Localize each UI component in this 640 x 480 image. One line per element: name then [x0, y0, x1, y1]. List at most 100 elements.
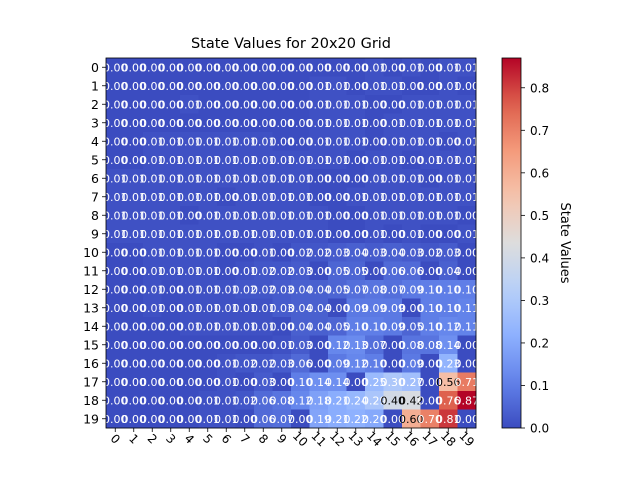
- cell-value-label: 0.01: [159, 209, 184, 222]
- heatmap-cell: [106, 261, 125, 281]
- heatmap-cell: [161, 261, 181, 281]
- cell-value-label: 0.01: [418, 98, 443, 111]
- cell-value-label: 0.00: [103, 376, 128, 389]
- heatmap-cell: [383, 317, 403, 336]
- heatmap-cell: [254, 335, 273, 355]
- heatmap-cell: [124, 280, 144, 299]
- heatmap-cell: [198, 187, 218, 207]
- heatmap-cell: [254, 354, 273, 373]
- heatmap-cell: [402, 335, 421, 355]
- cell-value-label: 0.08: [270, 394, 295, 407]
- heatmap-cell: [124, 391, 144, 410]
- heatmap-cell: [346, 150, 366, 170]
- heatmap-cell: [106, 132, 125, 151]
- cell-value-label: 0.00: [177, 357, 202, 370]
- cell-value-label: 0.00: [103, 320, 128, 333]
- cell-value-label: 0.20: [362, 413, 387, 426]
- cell-value-label: 0.01: [251, 246, 276, 259]
- heatmap-cell: [180, 335, 199, 355]
- heatmap-cell: [365, 113, 384, 133]
- cell-value-label: 0.00: [307, 191, 332, 204]
- cell-value-label: 0.10: [418, 320, 443, 333]
- cell-value-label: 0.10: [455, 283, 480, 296]
- heatmap-cell: [309, 317, 329, 336]
- cell-value-label: 0.27: [399, 376, 424, 389]
- cell-value-label: 0.00: [251, 339, 276, 352]
- heatmap-cell: [161, 58, 181, 77]
- y-tick-label: 11: [83, 263, 99, 278]
- cell-value-label: 0.00: [288, 117, 313, 130]
- cell-value-label: 0.01: [103, 228, 128, 241]
- heatmap-cell: [106, 224, 125, 244]
- cell-value-label: 0.01: [344, 135, 369, 148]
- cell-value-label: 0.01: [399, 117, 424, 130]
- cell-value-label: 0.00: [122, 376, 147, 389]
- heatmap-cell: [402, 372, 421, 392]
- cell-value-label: 0.01: [436, 61, 461, 74]
- cell-value-label: 0.00: [362, 98, 387, 111]
- cell-value-label: 0.00: [159, 98, 184, 111]
- cell-value-label: 0.01: [251, 320, 276, 333]
- cell-value-label: 0.00: [233, 80, 258, 93]
- cell-value-label: 0.01: [455, 61, 480, 74]
- cell-value-label: 0.01: [214, 172, 239, 185]
- cell-value-label: 0.01: [399, 228, 424, 241]
- colorbar-tick-label: 0.0: [530, 422, 549, 436]
- heatmap-cell: [254, 76, 273, 96]
- cell-value-label: 0.06: [288, 357, 313, 370]
- cell-value-label: 0.01: [455, 98, 480, 111]
- cell-value-label: 0.01: [251, 228, 276, 241]
- colorbar-gradient: [501, 57, 522, 429]
- heatmap-cell: [235, 150, 255, 170]
- cell-value-label: 0.01: [177, 154, 202, 167]
- y-tick-label: 3: [91, 115, 99, 130]
- heatmap-cell: [161, 354, 181, 373]
- heatmap-cell: [439, 391, 458, 410]
- cell-value-label: 0.01: [233, 209, 258, 222]
- cell-value-label: 0.01: [251, 191, 276, 204]
- cell-value-label: 0.01: [214, 283, 239, 296]
- cell-value-label: 0.00: [140, 80, 165, 93]
- cell-value-label: 0.01: [177, 265, 202, 278]
- cell-value-label: 0.00: [214, 80, 239, 93]
- cell-value-label: 0.03: [270, 357, 295, 370]
- heatmap-cell: [161, 243, 181, 262]
- heatmap-cell: [161, 335, 181, 355]
- heatmap-cell: [328, 335, 347, 355]
- cell-value-label: 0.00: [436, 228, 461, 241]
- cell-value-label: 0.00: [122, 246, 147, 259]
- heatmap-cell: [457, 76, 477, 96]
- heatmap-cell: [143, 335, 162, 355]
- heatmap-cell: [235, 132, 255, 151]
- y-tick-label: 8: [91, 208, 99, 223]
- heatmap-cell: [124, 132, 144, 151]
- cell-value-label: 0.14: [307, 376, 332, 389]
- heatmap-cell: [309, 169, 329, 188]
- cell-value-label: 0.00: [177, 394, 202, 407]
- y-tick-label: 1: [91, 78, 99, 93]
- cell-value-label: 0.00: [233, 246, 258, 259]
- heatmap-cell: [291, 391, 310, 410]
- heatmap-cell: [161, 113, 181, 133]
- y-tick-label: 17: [83, 374, 99, 389]
- heatmap-cell: [457, 280, 477, 299]
- cell-value-label: 0.01: [270, 191, 295, 204]
- heatmap-cell: [439, 261, 458, 281]
- heatmap-cell: [106, 317, 125, 336]
- heatmap-cell: [272, 76, 292, 96]
- cell-value-label: 0.00: [418, 172, 443, 185]
- cell-value-label: 0.00: [103, 117, 128, 130]
- cell-value-label: 0.00: [159, 302, 184, 315]
- heatmap-cell: [383, 95, 403, 114]
- cell-value-label: 0.01: [233, 154, 258, 167]
- heatmap-cell: [254, 409, 273, 429]
- heatmap-cell: [198, 335, 218, 355]
- heatmap-cell: [235, 95, 255, 114]
- cell-value-label: 0.01: [159, 172, 184, 185]
- heatmap-cell: [272, 261, 292, 281]
- heatmap-cell: [180, 298, 199, 318]
- x-tick-label: 11: [308, 429, 329, 450]
- cell-value-label: 0.00: [270, 320, 295, 333]
- heatmap-cell: [365, 150, 384, 170]
